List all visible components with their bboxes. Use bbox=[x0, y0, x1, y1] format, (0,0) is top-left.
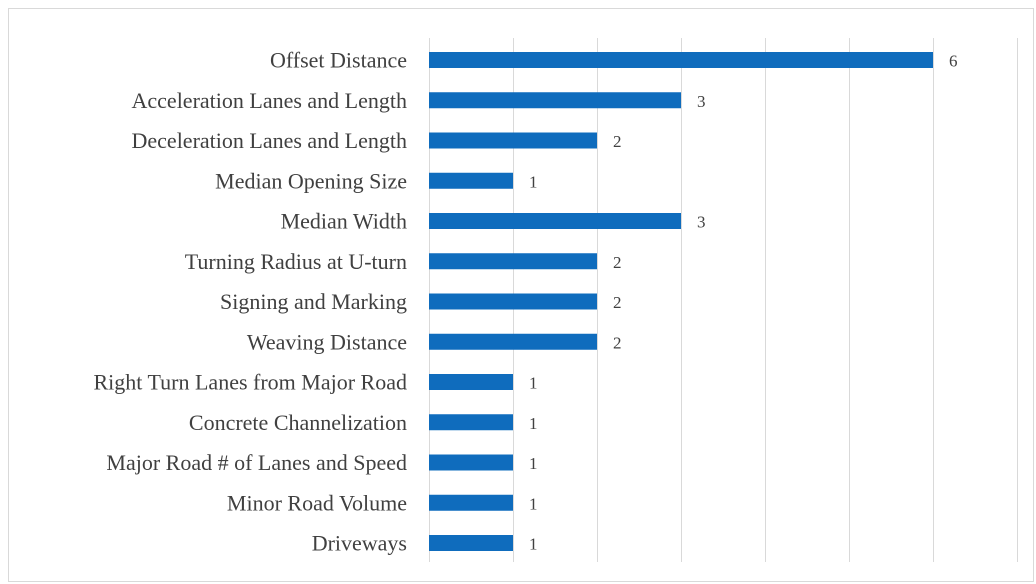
category-label: Turning Radius at U-turn bbox=[185, 249, 407, 274]
category-label: Deceleration Lanes and Length bbox=[132, 128, 407, 153]
data-label: 2 bbox=[613, 293, 622, 312]
bar bbox=[429, 333, 597, 350]
bar bbox=[429, 454, 513, 471]
bar bbox=[429, 293, 597, 310]
category-label: Median Width bbox=[281, 209, 407, 234]
category-label: Acceleration Lanes and Length bbox=[132, 88, 407, 113]
category-label: Concrete Channelization bbox=[189, 410, 407, 435]
bar bbox=[429, 92, 681, 109]
value-labels: 6 3 2 1 3 2 2 2 1 1 1 1 1 bbox=[529, 52, 958, 554]
bar bbox=[429, 535, 513, 551]
bar bbox=[429, 494, 513, 511]
bar bbox=[429, 132, 597, 149]
category-label: Signing and Marking bbox=[220, 289, 407, 314]
bar bbox=[429, 172, 513, 189]
category-label: Minor Road Volume bbox=[227, 490, 407, 515]
data-label: 1 bbox=[529, 374, 538, 393]
bars bbox=[429, 52, 933, 551]
category-label: Offset Distance bbox=[270, 48, 407, 73]
data-label: 2 bbox=[613, 253, 622, 272]
category-label: Right Turn Lanes from Major Road bbox=[94, 370, 408, 395]
gridlines bbox=[429, 38, 1018, 562]
data-label: 6 bbox=[949, 52, 958, 71]
bar bbox=[429, 374, 513, 390]
data-label: 1 bbox=[529, 414, 538, 433]
data-label: 2 bbox=[613, 132, 622, 151]
bar bbox=[429, 253, 597, 270]
data-label: 1 bbox=[529, 535, 538, 554]
data-label: 1 bbox=[529, 454, 538, 473]
category-label: Median Opening Size bbox=[215, 168, 407, 193]
bar bbox=[429, 414, 513, 431]
data-label: 3 bbox=[697, 92, 706, 111]
data-label: 2 bbox=[613, 333, 622, 352]
bar bbox=[429, 213, 681, 229]
data-label: 1 bbox=[529, 172, 538, 191]
category-labels: Offset Distance Acceleration Lanes and Le… bbox=[94, 48, 408, 556]
category-label: Weaving Distance bbox=[247, 329, 407, 354]
bar bbox=[429, 52, 933, 68]
data-label: 3 bbox=[697, 213, 706, 232]
data-label: 1 bbox=[529, 494, 538, 513]
category-label: Driveways bbox=[312, 531, 407, 556]
category-label: Major Road # of Lanes and Speed bbox=[106, 450, 407, 475]
